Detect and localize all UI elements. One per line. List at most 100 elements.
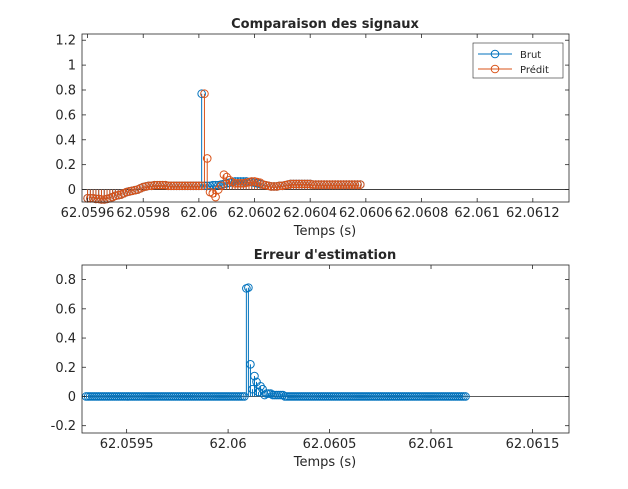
series-1 <box>83 89 365 204</box>
stem-marker <box>95 392 105 401</box>
stem-marker <box>286 392 296 401</box>
stem-marker <box>436 392 446 401</box>
stem-marker <box>455 392 464 401</box>
y-tick-label: 0.8 <box>55 84 76 99</box>
x-tick-label: 62.0604 <box>283 206 337 221</box>
stem-marker <box>315 392 324 401</box>
stem-marker <box>350 180 360 189</box>
stem-marker <box>162 392 172 401</box>
stem-marker <box>291 179 301 189</box>
stem-marker <box>386 392 395 401</box>
x-tick-label: 62.0596 <box>61 206 115 221</box>
stem-marker <box>410 392 420 401</box>
series-0 <box>81 283 470 401</box>
stem-marker <box>230 179 240 188</box>
stem-marker <box>110 392 119 401</box>
stem-marker <box>118 392 127 401</box>
y-tick-label: -0.2 <box>51 419 76 434</box>
x-tick-label: 62.0602 <box>228 206 282 221</box>
stem-marker <box>329 392 338 401</box>
stem-marker <box>345 392 355 401</box>
stem-marker <box>181 392 190 401</box>
stem-marker <box>442 392 452 401</box>
x-tick-label: 62.0606 <box>339 206 393 221</box>
stem-marker <box>297 179 307 189</box>
stem-marker <box>116 392 125 401</box>
stem-marker <box>404 392 413 401</box>
stem-marker <box>216 181 226 191</box>
stem-marker <box>197 392 207 401</box>
stem-marker <box>155 180 165 190</box>
stem-marker <box>323 392 332 401</box>
stem-marker <box>179 392 188 401</box>
stem-marker <box>424 392 434 401</box>
stem-marker <box>347 180 357 189</box>
stem-marker <box>398 392 407 401</box>
stem-marker <box>438 392 448 401</box>
stem-marker <box>365 392 375 401</box>
stem-marker <box>172 181 181 191</box>
stem-marker <box>432 392 442 401</box>
legend-label-brut: Brut <box>520 50 541 61</box>
stem-marker <box>211 192 220 202</box>
stem-marker <box>414 392 424 401</box>
stem-marker <box>91 194 101 204</box>
stem-marker <box>106 392 115 401</box>
stem-marker <box>152 180 162 190</box>
stem-series <box>81 283 470 401</box>
stem-marker <box>449 392 458 401</box>
stem-marker <box>311 180 321 189</box>
stem-marker <box>313 392 322 401</box>
stem-marker <box>102 392 111 401</box>
stem-marker <box>229 392 239 401</box>
stem-marker <box>89 392 99 401</box>
stem-marker <box>169 392 178 401</box>
stem-marker <box>278 390 288 400</box>
stem-marker <box>363 392 373 401</box>
stem-marker <box>219 170 229 179</box>
stem-marker <box>126 392 135 401</box>
stem-marker <box>194 181 204 191</box>
stem-marker <box>288 392 298 401</box>
y-tick-label: 0.2 <box>55 158 76 173</box>
stem-marker <box>177 392 186 401</box>
y-tick-label: 1.2 <box>55 34 76 49</box>
stem-marker <box>122 392 131 401</box>
stem-marker <box>225 392 235 401</box>
stem-marker <box>296 392 306 401</box>
stem-marker <box>359 392 369 401</box>
stem-marker <box>380 392 389 401</box>
stem-marker <box>236 179 245 188</box>
legend: Brut Prédit <box>472 42 564 79</box>
stem-marker <box>440 392 450 401</box>
stem-marker <box>457 392 466 401</box>
stem-marker <box>343 392 353 401</box>
stem-marker <box>447 392 456 401</box>
stem-marker <box>459 392 468 401</box>
stem-marker <box>336 180 346 189</box>
stem-marker <box>378 392 387 401</box>
stem-marker <box>93 392 103 401</box>
stem-marker <box>451 392 460 401</box>
stem-marker <box>128 392 138 401</box>
stem-marker <box>266 182 276 191</box>
stem-marker <box>97 392 107 401</box>
legend-label-predit: Prédit <box>520 64 549 76</box>
x-tick-label: 62.0608 <box>395 206 449 221</box>
stem-marker <box>223 392 233 401</box>
x-tick-label: 62.0605 <box>303 437 357 452</box>
stem-marker <box>337 392 347 401</box>
stem-marker <box>392 392 401 401</box>
x-tick-label: 62.06 <box>209 437 246 452</box>
stem-marker <box>152 392 162 401</box>
stem-marker <box>211 180 220 190</box>
stem-marker <box>160 392 170 401</box>
stem-marker <box>246 360 255 369</box>
stem-marker <box>373 392 383 401</box>
stem-marker <box>304 392 314 401</box>
stem-marker <box>197 89 206 99</box>
stem-marker <box>325 392 334 401</box>
stem-marker <box>325 180 334 189</box>
stem-marker <box>269 182 279 191</box>
